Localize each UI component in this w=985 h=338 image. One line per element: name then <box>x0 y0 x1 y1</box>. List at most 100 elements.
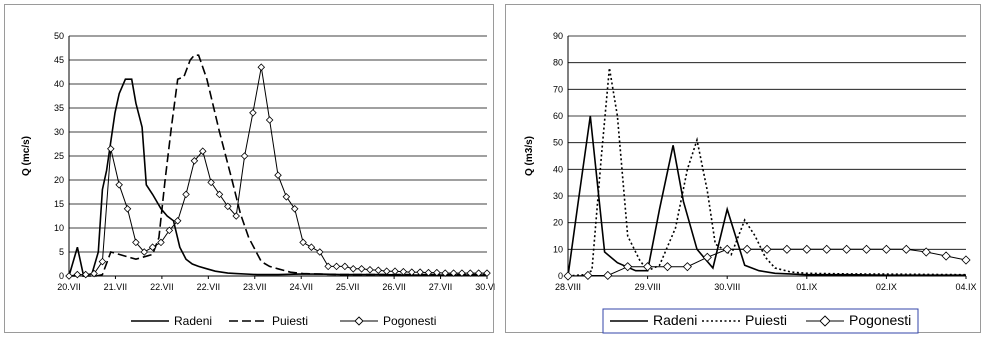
left-chart: 0 5 10 15 20 25 30 35 40 45 50 20.VII 21.VII 22.VII 22… <box>21 31 495 328</box>
data-point-pogonesti <box>98 257 107 266</box>
data-point-pogonesti <box>341 262 349 271</box>
data-point-pogonesti <box>357 265 366 273</box>
data-point-pogonesti <box>207 178 215 187</box>
data-point-pogonesti <box>274 171 282 179</box>
data-point-pogonesti <box>474 269 483 277</box>
data-point-pogonesti <box>483 269 491 277</box>
y-tick-label: 20 <box>54 175 64 185</box>
legend-label-radeni: Radeni <box>174 314 212 328</box>
data-point-pogonesti <box>249 109 257 117</box>
y-tick-label: 30 <box>54 127 64 137</box>
data-point-pogonesti <box>762 244 772 254</box>
data-point-pogonesti <box>449 269 458 277</box>
data-point-pogonesti <box>961 255 971 265</box>
data-point-pogonesti <box>782 244 792 254</box>
legend-label-pogonesti: Pogonesti <box>383 314 436 328</box>
y-axis-label: Q (mc/s) <box>21 136 32 176</box>
x-tick-label: 02.IX <box>876 282 897 292</box>
data-point-pogonesti <box>90 269 98 278</box>
data-point-pogonesti <box>123 205 132 213</box>
data-point-pogonesti <box>324 262 332 271</box>
data-point-pogonesti <box>165 226 174 235</box>
right-chart-panel: 0 10 20 30 40 50 60 70 80 90 28.VIII 29.VIII 30.VIII… <box>505 4 981 334</box>
x-tick-label: 21.VII <box>104 282 128 292</box>
data-point-pogonesti <box>366 265 374 274</box>
y-tick-label: 0 <box>558 271 563 281</box>
data-point-pogonesti <box>215 190 224 199</box>
x-tick-label: 26.VII <box>382 282 406 292</box>
data-point-pogonesti <box>802 244 812 254</box>
y-tick-label: 15 <box>54 199 64 209</box>
data-point-pogonesti <box>822 244 832 254</box>
data-point-pogonesti <box>65 272 73 280</box>
data-point-pogonesti <box>198 147 207 155</box>
data-point-pogonesti <box>407 268 416 276</box>
data-point-pogonesti <box>224 202 232 211</box>
y-tick-label: 25 <box>54 151 64 161</box>
data-point-pogonesti <box>391 267 399 275</box>
y-tick-label: 90 <box>553 31 563 41</box>
x-tick-label: 04.IX <box>955 282 976 292</box>
data-point-pogonesti <box>458 269 466 277</box>
data-point-pogonesti <box>332 262 341 271</box>
y-tick-label: 10 <box>54 223 64 233</box>
data-point-pogonesti <box>441 269 449 277</box>
data-point-pogonesti <box>299 238 307 247</box>
plot-area: 0 10 20 30 40 50 60 70 80 90 28.VIII 29.VIII 30.VIII… <box>524 31 977 292</box>
data-point-pogonesti <box>433 268 441 277</box>
x-tick-label: 28.VIII <box>555 282 581 292</box>
data-point-pogonesti <box>157 238 165 247</box>
plot-area: 0 5 10 15 20 25 30 35 40 45 50 20.VII 21.VII 22.VII 22… <box>21 31 495 292</box>
y-tick-label: 60 <box>553 111 563 121</box>
legend-label-puiesti: Puiesti <box>745 312 787 328</box>
legend-box <box>602 308 919 334</box>
data-point-pogonesti <box>73 270 82 279</box>
data-point-pogonesti <box>416 268 424 276</box>
data-point-pogonesti <box>282 193 291 201</box>
data-point-pogonesti <box>466 269 475 277</box>
legend-label-pogonesti: Pogonesti <box>849 312 911 328</box>
data-point-pogonesti <box>240 152 249 160</box>
data-point-pogonesti <box>148 243 157 251</box>
data-point-pogonesti <box>702 252 712 262</box>
data-point-pogonesti <box>424 268 433 277</box>
data-point-pogonesti <box>257 63 266 71</box>
y-tick-label: 70 <box>553 84 563 94</box>
data-point-pogonesti <box>173 217 182 225</box>
data-point-pogonesti <box>349 265 358 273</box>
y-tick-label: 50 <box>553 138 563 148</box>
data-point-pogonesti <box>643 262 653 272</box>
data-point-pogonesti <box>132 238 140 247</box>
series-line-radeni <box>567 115 966 277</box>
data-point-pogonesti <box>921 247 931 257</box>
data-point-pogonesti <box>290 205 299 213</box>
data-point-pogonesti <box>881 244 891 254</box>
data-point-pogonesti <box>115 181 123 189</box>
data-point-pogonesti <box>682 262 692 272</box>
x-tick-label: 22.VII <box>197 282 221 292</box>
left-chart-panel: 0 5 10 15 20 25 30 35 40 45 50 20.VII 21.VII 22.VII 22… <box>4 4 495 333</box>
y-axis-label: Q (m3/s) <box>524 136 535 176</box>
data-point-pogonesti <box>861 244 872 254</box>
data-point-pogonesti <box>722 244 732 254</box>
x-tick-label: 30.VII <box>475 282 495 292</box>
data-point-pogonesti <box>374 266 383 275</box>
data-point-pogonesti <box>81 270 90 279</box>
y-tick-label: 0 <box>59 271 64 281</box>
y-tick-label: 80 <box>553 58 563 68</box>
data-point-pogonesti <box>941 251 951 261</box>
data-point-pogonesti <box>307 243 316 251</box>
legend-marker-pogonesti <box>819 315 831 327</box>
data-point-pogonesti <box>232 212 240 220</box>
data-point-pogonesti <box>140 248 149 256</box>
x-tick-label: 25.VII <box>336 282 360 292</box>
data-point-pogonesti <box>842 244 852 254</box>
x-tick-label: 29.VIII <box>635 282 661 292</box>
data-point-pogonesti <box>662 262 673 272</box>
data-point-pogonesti <box>603 270 613 281</box>
data-point-pogonesti <box>742 244 752 254</box>
y-tick-label: 50 <box>54 31 64 41</box>
x-tick-label: 23.VII <box>243 282 267 292</box>
series-line-puiesti <box>567 67 967 277</box>
data-point-pogonesti <box>583 270 593 281</box>
